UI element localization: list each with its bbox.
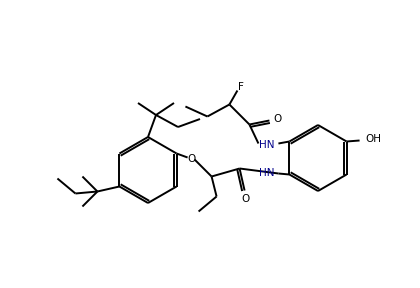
Text: O: O <box>241 194 250 204</box>
Text: F: F <box>239 82 244 92</box>
Text: HN: HN <box>259 139 274 149</box>
Text: O: O <box>187 154 196 164</box>
Text: OH: OH <box>365 134 382 145</box>
Text: HN: HN <box>259 168 274 177</box>
Text: O: O <box>273 113 281 124</box>
